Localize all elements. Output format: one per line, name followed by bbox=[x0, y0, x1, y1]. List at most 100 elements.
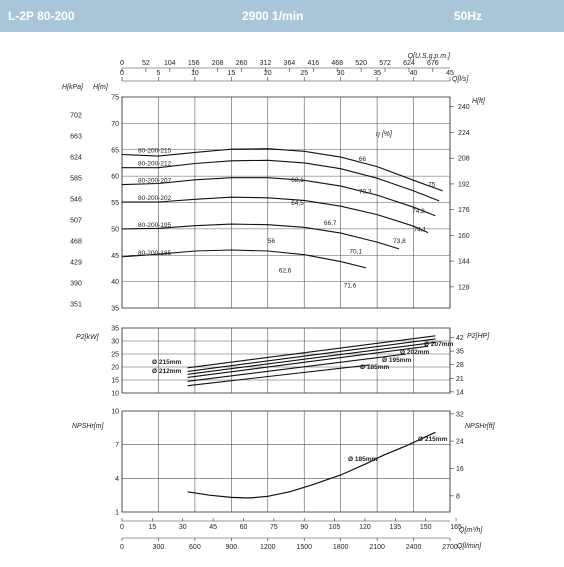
power-curve bbox=[187, 353, 407, 382]
head-tick-label-m: 55 bbox=[111, 200, 119, 207]
header-bar: L-2P 80-200 2900 1/min 50Hz bbox=[0, 0, 564, 32]
head-tick-label-m: 75 bbox=[111, 95, 119, 102]
efficiency-value: 62,6 bbox=[279, 268, 292, 275]
bottom-tick-label-m3h: 60 bbox=[240, 524, 248, 531]
bottom-axis-m3h-label: Q[m³/h] bbox=[459, 527, 483, 534]
efficiency-value: 75 bbox=[428, 182, 436, 189]
bottom-tick-label-m3h: 45 bbox=[209, 524, 217, 531]
head-tick-label-ft: 224 bbox=[458, 130, 470, 137]
power-curve bbox=[187, 364, 370, 387]
bottom-tick-label-lmin: 1500 bbox=[296, 544, 312, 551]
head-curve-label: 80-200-212 bbox=[138, 161, 172, 168]
power-tick-label-hp: 21 bbox=[456, 376, 464, 383]
top-tick-label-gpm: 156 bbox=[188, 60, 200, 67]
efficiency-value: 70,1 bbox=[349, 249, 362, 256]
head-axis-label-m: H[m] bbox=[93, 84, 109, 91]
npsh-curve bbox=[187, 463, 367, 499]
bottom-tick-label-m3h: 120 bbox=[359, 524, 371, 531]
top-tick-label-gpm: 312 bbox=[260, 60, 272, 67]
head-tick-label-m: 60 bbox=[111, 174, 119, 181]
power-tick-label-kw: 35 bbox=[111, 326, 119, 333]
efficiency-value: 62,1 bbox=[291, 177, 304, 184]
head-tick-label-kpa: 546 bbox=[70, 196, 82, 203]
head-tick-label-ft: 144 bbox=[458, 259, 470, 266]
bottom-tick-label-m3h: 30 bbox=[179, 524, 187, 531]
efficiency-value: 74,1 bbox=[414, 227, 427, 234]
efficiency-value: 74,2 bbox=[412, 208, 425, 215]
npsh-curve-label: Ø 185mm bbox=[348, 456, 377, 463]
top-tick-label-gpm: 624 bbox=[403, 60, 415, 67]
npsh-curve-label: Ø 215mm bbox=[418, 436, 447, 443]
power-axis-label-kw: P2[kW] bbox=[76, 334, 100, 341]
top-tick-label-gpm: 572 bbox=[379, 60, 391, 67]
bottom-tick-label-m3h: 150 bbox=[420, 524, 432, 531]
bottom-tick-label-m3h: 135 bbox=[389, 524, 401, 531]
top-tick-label-ls: 0 bbox=[120, 70, 124, 77]
head-tick-label-m: 35 bbox=[111, 306, 119, 313]
efficiency-label: η [%] bbox=[376, 131, 393, 138]
power-axis-label-hp: P2[HP] bbox=[467, 333, 490, 340]
npsh-axis-label-ft: NPSHr[ft] bbox=[465, 423, 496, 430]
head-tick-label-kpa: 702 bbox=[70, 113, 82, 120]
bottom-tick-label-m3h: 0 bbox=[120, 524, 124, 531]
power-curve bbox=[187, 335, 436, 369]
head-curve-label: 80-200-207 bbox=[138, 178, 172, 185]
power-curve bbox=[187, 345, 429, 378]
top-tick-label-ls: 5 bbox=[156, 70, 160, 77]
head-tick-label-ft: 240 bbox=[458, 104, 470, 111]
bottom-tick-label-m3h: 75 bbox=[270, 524, 278, 531]
bottom-tick-label-m3h: 90 bbox=[300, 524, 308, 531]
bottom-tick-label-lmin: 2400 bbox=[406, 544, 422, 551]
power-curve-label: Ø 215mm bbox=[152, 359, 181, 366]
head-curve bbox=[121, 223, 400, 250]
head-axis-label-kpa: H[kPa] bbox=[62, 84, 84, 91]
efficiency-value: 66,7 bbox=[324, 220, 337, 227]
npsh-curve bbox=[365, 431, 436, 465]
top-tick-label-ls: 35 bbox=[373, 70, 381, 77]
power-curve-label: Ø 185mm bbox=[360, 364, 389, 371]
top-tick-label-ls: 40 bbox=[410, 70, 418, 77]
top-tick-label-ls: 10 bbox=[191, 70, 199, 77]
head-curve bbox=[121, 148, 443, 192]
head-tick-label-kpa: 351 bbox=[70, 301, 82, 308]
head-tick-label-kpa: 429 bbox=[70, 259, 82, 266]
npsh-tick-label-ft: 8 bbox=[456, 493, 460, 500]
power-tick-label-hp: 42 bbox=[456, 335, 464, 342]
bottom-tick-label-lmin: 1200 bbox=[260, 544, 276, 551]
head-tick-label-m: 50 bbox=[111, 226, 119, 233]
bottom-tick-label-lmin: 300 bbox=[153, 544, 165, 551]
power-tick-label-kw: 10 bbox=[111, 391, 119, 398]
top-tick-label-gpm: 260 bbox=[236, 60, 248, 67]
power-tick-label-kw: 25 bbox=[111, 352, 119, 359]
top-tick-label-ls: 45 bbox=[446, 70, 454, 77]
head-curve-label: 80-200-185 bbox=[138, 250, 172, 257]
npsh-tick-label-m: 4 bbox=[115, 476, 119, 483]
speed-title: 2900 1/min bbox=[242, 9, 304, 23]
head-tick-label-kpa: 663 bbox=[70, 133, 82, 140]
efficiency-value: 64,5 bbox=[291, 200, 304, 207]
power-curve-label: Ø 207mm bbox=[424, 341, 453, 348]
npsh-tick-label-ft: 32 bbox=[456, 411, 464, 418]
head-tick-label-m: 70 bbox=[111, 121, 119, 128]
top-tick-label-gpm: 0 bbox=[120, 60, 124, 67]
head-curve-label: 80-200-195 bbox=[138, 222, 172, 229]
head-tick-label-m: 45 bbox=[111, 253, 119, 260]
power-curve bbox=[187, 338, 436, 372]
model-title: L-2P 80-200 bbox=[8, 9, 75, 23]
bottom-tick-label-m3h: 105 bbox=[329, 524, 341, 531]
bottom-axis-lmin-label: Q[l/min] bbox=[457, 543, 482, 550]
top-tick-label-ls: 20 bbox=[264, 70, 272, 77]
efficiency-value: 73,8 bbox=[393, 238, 406, 245]
bottom-tick-label-lmin: 1800 bbox=[333, 544, 349, 551]
top-tick-label-gpm: 104 bbox=[164, 60, 176, 67]
head-tick-label-ft: 192 bbox=[458, 181, 470, 188]
power-curve-label: Ø 212mm bbox=[152, 368, 181, 375]
top-tick-label-ls: 30 bbox=[337, 70, 345, 77]
head-curve bbox=[122, 159, 440, 202]
top-axis-ls-label: Q[l/s] bbox=[452, 76, 469, 83]
efficiency-value: 56 bbox=[268, 238, 276, 245]
bottom-tick-label-lmin: 2700 bbox=[442, 544, 458, 551]
head-axis-label-ft: H[ft] bbox=[472, 98, 486, 105]
head-tick-label-m: 40 bbox=[111, 279, 119, 286]
